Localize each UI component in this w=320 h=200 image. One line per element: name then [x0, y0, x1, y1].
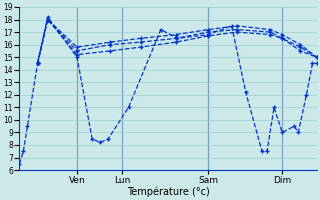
X-axis label: Température (°c): Température (°c): [127, 186, 209, 197]
